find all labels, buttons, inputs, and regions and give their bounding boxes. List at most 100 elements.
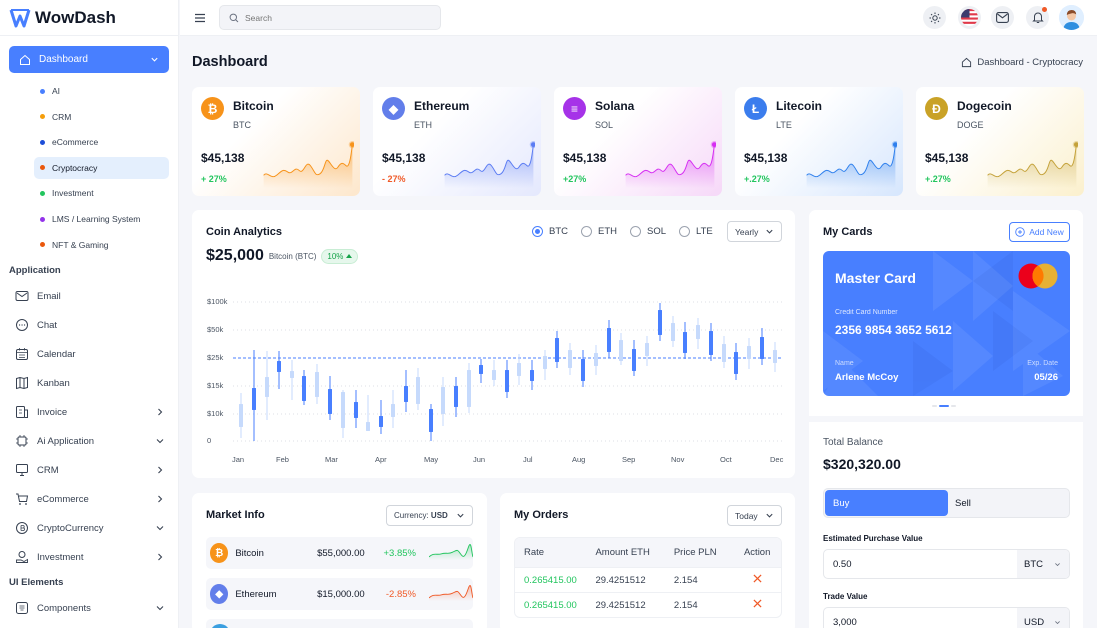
trade-value-input[interactable] [824, 608, 1017, 628]
sidebar-subitem[interactable]: CRM [34, 106, 169, 128]
radio-circle[interactable] [581, 226, 592, 237]
estimated-purchase-label: Estimated Purchase Value [823, 534, 923, 543]
theme-toggle-button[interactable] [923, 6, 946, 29]
menu-icon[interactable] [193, 11, 207, 25]
market-coin-name: Ethereum [235, 588, 277, 600]
caret-up-icon [346, 254, 353, 258]
sidebar-subitem[interactable]: Investment [34, 182, 169, 204]
dogecoin-icon: Ð [925, 97, 948, 120]
market-coin-price: $55,000.00 [317, 547, 365, 559]
sidebar-item[interactable]: Email [15, 286, 165, 306]
search-input[interactable] [245, 12, 425, 23]
cart-icon [15, 492, 29, 506]
carousel-dot[interactable] [932, 405, 937, 407]
radio-label: LTE [696, 226, 713, 237]
market-row[interactable]: ◆ Ethereum $15,000.00 -2.85% [206, 578, 473, 610]
order-price: 2.154 [673, 599, 698, 611]
radio-btc[interactable]: BTC [532, 226, 568, 237]
sidebar-item-label: Investment [37, 551, 84, 563]
sidebar-subitem-label: Investment [52, 188, 94, 199]
sidebar-item[interactable]: CRM [15, 460, 165, 480]
coin-card-lte[interactable]: Ł Litecoin LTE $45,138 +.27% [735, 87, 903, 196]
sidebar-item-label: Email [37, 290, 61, 302]
period-select[interactable]: Yearly [727, 221, 782, 242]
market-coin-name: Bitcoin [235, 547, 264, 559]
logo[interactable]: WowDash [0, 0, 178, 36]
sidebar-subitem[interactable]: NFT & Gaming [34, 234, 169, 256]
market-row[interactable] [206, 619, 473, 628]
master-card[interactable]: Master Card Credit Card Number 2356 9854… [823, 251, 1070, 396]
market-row[interactable]: ₿ Bitcoin $55,000.00 +3.85% [206, 537, 473, 569]
trade-currency-select[interactable]: USD [1017, 608, 1069, 628]
chat-icon [15, 318, 29, 332]
sidebar-subitem-label: CRM [52, 111, 72, 122]
estimated-purchase-input[interactable] [824, 550, 1017, 578]
sidebar-subitem[interactable]: Cryptocracy [34, 156, 169, 179]
notifications-button[interactable] [1026, 6, 1049, 29]
sidebar-subitem-label: Cryptocracy [52, 162, 98, 173]
coin-card-btc[interactable]: ₿ Bitcoin BTC $45,138 + 27% [192, 87, 360, 196]
x-axis-tick: Oct [720, 455, 732, 464]
coin-card-doge[interactable]: Ð Dogecoin DOGE $45,138 +.27% [916, 87, 1084, 196]
currency-value: USD [430, 511, 448, 520]
coin-card-sol[interactable]: ≡ Solana SOL $45,138 +27% [554, 87, 722, 196]
language-button[interactable] [958, 6, 981, 29]
coin-card-eth[interactable]: ◆ Ethereum ETH $45,138 - 27% [373, 87, 541, 196]
cancel-order-button[interactable] [733, 574, 781, 586]
sidebar-item-label: Chat [37, 319, 58, 331]
sidebar-item[interactable]: Investment [15, 547, 165, 567]
sidebar-item[interactable]: eCommerce [15, 489, 165, 509]
coin-analytics-title: Coin Analytics [206, 226, 282, 238]
orders-period-value: Today [735, 510, 758, 521]
sell-tab[interactable]: Sell [955, 497, 971, 509]
period-value: Yearly [735, 226, 759, 237]
sparkline-chart [806, 141, 897, 189]
search-box[interactable] [219, 5, 441, 30]
radio-label: SOL [647, 226, 667, 237]
y-axis-tick: $15k [207, 381, 224, 390]
bell-icon [1031, 12, 1044, 23]
radio-circle[interactable] [630, 226, 641, 237]
coin-symbol: LTE [776, 120, 792, 130]
orders-period-select[interactable]: Today [727, 505, 782, 526]
estimated-currency-select[interactable]: BTC [1017, 550, 1069, 578]
sidebar-subitem[interactable]: eCommerce [34, 131, 169, 153]
radio-sol[interactable]: SOL [630, 226, 666, 237]
sidebar-item[interactable]: Ai Application [15, 431, 165, 451]
order-amount: 29.4251512 [595, 574, 646, 586]
chevron-down-icon [155, 436, 165, 446]
column-header: Price PLN [673, 547, 717, 558]
sidebar-item[interactable]: Components [15, 598, 165, 618]
sidebar-item[interactable]: Chat [15, 315, 165, 335]
y-axis-tick: 0 [207, 436, 212, 445]
sidebar-subitem[interactable]: AI [34, 80, 169, 102]
radio-circle[interactable] [532, 226, 543, 237]
sidebar-item[interactable]: Invoice [15, 402, 165, 422]
currency-select[interactable]: Currency: USD [386, 505, 473, 526]
sidebar-subitem[interactable]: LMS / Learning System [34, 208, 169, 230]
table-row: 0.265415.00 29.4251512 2.154 [515, 592, 781, 617]
buy-tab[interactable]: Buy [825, 490, 948, 516]
coin-label: Bitcoin (BTC) [268, 251, 317, 261]
carousel-dot-active[interactable] [939, 405, 949, 407]
messages-button[interactable] [991, 6, 1014, 29]
table-row: 0.265415.00 29.4251512 2.154 [515, 567, 781, 592]
chevron-down-icon [766, 513, 773, 518]
radio-eth[interactable]: ETH [581, 226, 617, 237]
sidebar-item[interactable]: CryptoCurrency [15, 518, 165, 538]
card-brand: Master Card [835, 270, 916, 286]
estimated-currency-value: BTC [1024, 558, 1043, 570]
sidebar-item[interactable]: Calendar [15, 344, 165, 364]
cancel-order-button[interactable] [733, 599, 781, 611]
sidebar-item[interactable]: Kanban [15, 373, 165, 393]
carousel-dot[interactable] [951, 405, 956, 407]
avatar[interactable] [1059, 5, 1084, 30]
coin-change: +.27% [925, 174, 951, 184]
sidebar: WowDash Dashboard AI CRM eCommerce Cryptocr… [0, 0, 179, 628]
add-new-card-button[interactable]: Add New [1009, 222, 1070, 242]
radio-circle[interactable] [679, 226, 691, 237]
search-icon [229, 13, 239, 22]
card-exp-label: Exp. Date [1027, 360, 1058, 367]
radio-lte[interactable]: LTE [679, 226, 713, 237]
sidebar-item-dashboard[interactable]: Dashboard [9, 46, 169, 73]
